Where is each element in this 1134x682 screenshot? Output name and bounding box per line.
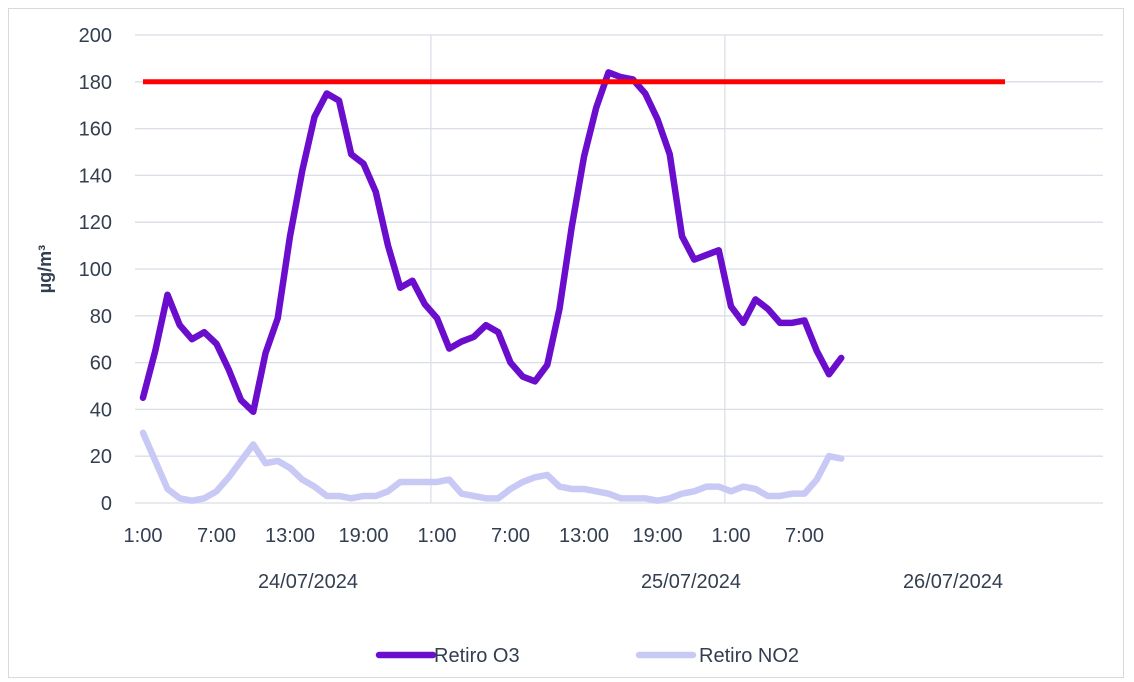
series-line-retiro-no2: [139, 429, 845, 504]
x-tick-label: 13:00: [265, 525, 315, 547]
y-tick-label: 160: [79, 119, 112, 141]
y-axis-title: µg/m³: [35, 245, 55, 293]
y-tick-label: 0: [101, 493, 112, 515]
x-date-label: 25/07/2024: [641, 571, 741, 593]
y-tick-label: 100: [79, 259, 112, 281]
x-axis-dates: 24/07/2024 25/07/2024 26/07/2024: [258, 571, 1003, 593]
y-tick-label: 180: [79, 72, 112, 94]
chart-frame: 0 20 40 60 80 100 120 140 160 180 200 1:00 7:00 13:0…: [8, 8, 1124, 678]
y-tick-label: 120: [79, 212, 112, 234]
x-date-label: 26/07/2024: [903, 571, 1003, 593]
x-tick-label: 19:00: [632, 525, 682, 547]
y-tick-label: 200: [79, 25, 112, 47]
legend-label: Retiro NO2: [699, 645, 799, 667]
x-tick-label: 1:00: [712, 525, 751, 547]
x-tick-label: 19:00: [338, 525, 388, 547]
x-tick-label: 1:00: [124, 525, 163, 547]
x-axis-ticks: 1:00 7:00 13:00 19:00 1:00 7:00 13:00 19:00 1:00…: [124, 525, 824, 547]
y-tick-label: 140: [79, 165, 112, 187]
grid-lines: [135, 34, 1103, 504]
x-tick-label: 13:00: [559, 525, 609, 547]
series-line-retiro-o3: [139, 69, 845, 415]
y-tick-label: 80: [90, 306, 112, 328]
legend-label: Retiro O3: [434, 645, 520, 667]
y-tick-label: 60: [90, 353, 112, 375]
x-date-label: 24/07/2024: [258, 571, 358, 593]
x-tick-label: 7:00: [197, 525, 236, 547]
y-tick-label: 40: [90, 399, 112, 421]
x-tick-label: 1:00: [418, 525, 457, 547]
x-tick-label: 7:00: [491, 525, 530, 547]
series-lines: [139, 69, 845, 504]
y-tick-label: 20: [90, 446, 112, 468]
y-axis-ticks: 0 20 40 60 80 100 120 140 160 180 200: [79, 25, 112, 515]
x-tick-label: 7:00: [785, 525, 824, 547]
legend: Retiro O3 Retiro NO2: [375, 645, 799, 667]
line-chart: 0 20 40 60 80 100 120 140 160 180 200 1:00 7:00 13:0…: [35, 25, 1103, 667]
